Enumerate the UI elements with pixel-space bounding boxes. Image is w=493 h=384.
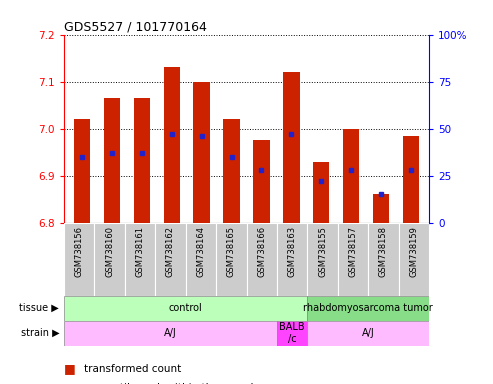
Bar — [95, 223, 125, 296]
Text: strain ▶: strain ▶ — [21, 328, 59, 338]
Bar — [277, 223, 307, 296]
Bar — [283, 72, 300, 223]
Text: GSM738160: GSM738160 — [105, 227, 114, 277]
Text: ■: ■ — [64, 381, 80, 384]
Bar — [64, 223, 95, 296]
Text: rhabdomyosarcoma tumor: rhabdomyosarcoma tumor — [303, 303, 433, 313]
Text: GSM738159: GSM738159 — [409, 227, 418, 277]
Text: BALB
/c: BALB /c — [280, 322, 305, 344]
Bar — [313, 162, 329, 223]
Bar — [338, 223, 368, 296]
Bar — [64, 321, 277, 346]
Bar — [368, 223, 398, 296]
Bar — [373, 195, 389, 223]
Text: GSM738157: GSM738157 — [349, 227, 357, 277]
Bar — [403, 136, 419, 223]
Bar — [246, 223, 277, 296]
Bar — [307, 223, 338, 296]
Bar — [125, 223, 155, 296]
Text: A/J: A/J — [164, 328, 177, 338]
Bar — [277, 321, 307, 346]
Text: A/J: A/J — [362, 328, 375, 338]
Bar — [74, 119, 90, 223]
Text: GSM738166: GSM738166 — [257, 227, 266, 278]
Text: GSM738156: GSM738156 — [75, 227, 84, 277]
Text: GDS5527 / 101770164: GDS5527 / 101770164 — [64, 20, 207, 33]
Bar — [223, 119, 240, 223]
Text: GSM738165: GSM738165 — [227, 227, 236, 277]
Bar — [186, 223, 216, 296]
Text: GSM738158: GSM738158 — [379, 227, 388, 277]
Bar — [193, 82, 210, 223]
Text: GSM738162: GSM738162 — [166, 227, 175, 277]
Bar — [307, 296, 429, 321]
Bar — [64, 296, 307, 321]
Text: GSM738161: GSM738161 — [136, 227, 144, 277]
Text: percentile rank within the sample: percentile rank within the sample — [84, 383, 260, 384]
Bar — [398, 223, 429, 296]
Bar — [104, 98, 120, 223]
Text: GSM738163: GSM738163 — [287, 227, 297, 278]
Bar — [155, 223, 186, 296]
Bar — [253, 141, 270, 223]
Text: GSM738155: GSM738155 — [318, 227, 327, 277]
Text: ■: ■ — [64, 362, 80, 375]
Text: GSM738164: GSM738164 — [196, 227, 206, 277]
Bar — [216, 223, 246, 296]
Text: tissue ▶: tissue ▶ — [19, 303, 59, 313]
Text: control: control — [169, 303, 203, 313]
Bar — [164, 68, 180, 223]
Bar — [307, 321, 429, 346]
Bar — [134, 98, 150, 223]
Bar — [343, 129, 359, 223]
Text: transformed count: transformed count — [84, 364, 181, 374]
